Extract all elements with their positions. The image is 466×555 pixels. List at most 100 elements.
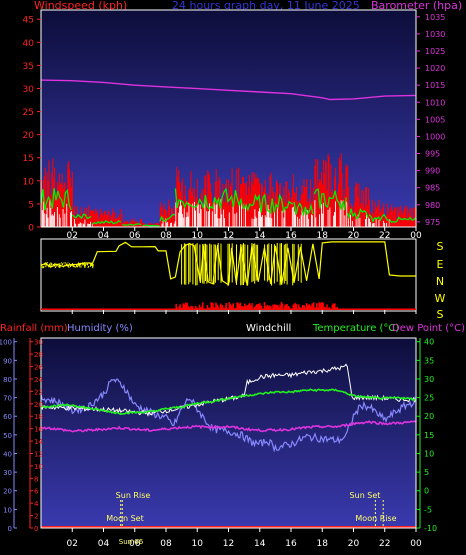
dir-red-burst [217, 306, 220, 310]
wind-gust-bar [68, 161, 70, 227]
wind-gust-bar [291, 197, 292, 227]
wind-gust-bar [109, 219, 111, 227]
wind-gust-bar [212, 202, 214, 227]
wind-gust-bar [196, 197, 197, 227]
dir-noise [90, 263, 93, 267]
dir-noise [89, 262, 92, 267]
wind-gust-bar [263, 187, 265, 227]
dir-red-burst [184, 302, 187, 310]
wind-x-tick-label: 12 [223, 231, 234, 241]
wind-calm-bar [271, 218, 273, 227]
dir-red-burst [311, 304, 313, 310]
wind-calm-bar [346, 201, 348, 227]
wind-gust-bar [234, 192, 236, 227]
wind-gust-bar [77, 216, 79, 227]
wind-gust-bar [358, 183, 360, 227]
wind-calm-bar [351, 220, 353, 227]
wind-gust-bar [238, 167, 240, 227]
wind-gust-bar [396, 207, 398, 227]
wind-x-tick-label: 04 [98, 231, 110, 241]
wind-calm-bar [344, 215, 346, 227]
wind-calm-bar [51, 215, 53, 227]
wind-gust-bar [58, 173, 60, 227]
wind-gust-bar [84, 207, 86, 227]
barometer-line [40, 79, 417, 101]
wind-calm-bar [84, 219, 86, 227]
dir-noise [69, 264, 72, 268]
wind-gust-bar [257, 177, 259, 227]
rain-y-tick-label: 22 [34, 388, 43, 396]
dir-red-burst [198, 304, 201, 310]
wind-average-line [142, 224, 160, 227]
wind-gust-bar [367, 187, 369, 227]
wind-calm-bar [181, 205, 182, 227]
wind-calm-bar [264, 215, 266, 227]
wind-gust-bar [377, 204, 379, 227]
temp-x-tick-label: 02 [67, 539, 78, 549]
wind-gust-bar [126, 221, 127, 227]
wind-gust-bar [189, 188, 191, 227]
wind-gust-bar [87, 214, 89, 227]
wind-gust-bar [394, 208, 396, 227]
wind-calm-bar [59, 217, 61, 227]
wind-gust-bar [316, 196, 318, 227]
wind-gust-bar [285, 182, 287, 227]
wind-gust-bar [292, 174, 294, 227]
baro-y-tick-label: 1030 [425, 30, 445, 39]
wind-calm-bar [256, 218, 258, 227]
dir-noise [92, 263, 94, 269]
dir-noise [53, 262, 56, 267]
wind-calm-bar [91, 223, 93, 227]
wind-gust-bar [308, 201, 310, 227]
wind-gust-bar [252, 184, 254, 227]
wind-x-tick-label: 18 [317, 231, 329, 241]
dir-noise [67, 265, 70, 269]
wind-x-tick-label: 14 [254, 231, 266, 241]
wind-gust-bar [146, 224, 148, 227]
wind-average-line [92, 220, 122, 225]
wind-gust-bar [83, 211, 85, 227]
wind-x-tick-label: 10 [192, 231, 204, 241]
wind-calm-bar [199, 204, 201, 227]
dir-noise [59, 265, 61, 268]
wind-gust-bar [138, 223, 140, 227]
wind-gust-bar [387, 208, 389, 227]
rain-y-tick-label: 14 [34, 438, 43, 446]
dir-red-burst [175, 304, 177, 310]
wind-gust-bar [126, 220, 128, 227]
dir-red-burst [318, 302, 320, 310]
rain-y-tick-label: 28 [34, 351, 43, 359]
wind-calm-bar [366, 214, 367, 227]
dir-noise [61, 263, 64, 266]
dir-noise [46, 262, 49, 264]
humidity-axis-label: Humidity (%) [67, 323, 133, 334]
wind-calm-bar [188, 202, 190, 227]
temperature-axis-label: Temperature (°C) [312, 323, 399, 334]
dir-red-burst [212, 303, 214, 310]
wind-gust-bar [269, 176, 271, 227]
wind-calm-bar [228, 212, 230, 227]
wind-gust-bar [73, 208, 75, 227]
wind-calm-bar [78, 223, 80, 227]
baro-y-tick-label: 1005 [425, 115, 445, 124]
wind-calm-bar [195, 210, 197, 227]
wind-gust-bar [412, 218, 414, 227]
dir-label-s-bottom: S [437, 308, 444, 321]
wind-calm-bar [255, 216, 257, 227]
wind-calm-bar [198, 213, 200, 227]
wind-gust-bar [235, 193, 237, 227]
wind-gust-bar [150, 222, 152, 227]
wind-gust-bar [365, 187, 367, 227]
wind-calm-bar [350, 214, 352, 227]
wind-gust-bar [222, 183, 224, 227]
wind-gust-bar [207, 170, 209, 227]
wind-gust-bar [241, 176, 243, 227]
wind-calm-bar [321, 204, 322, 227]
wind-gust-bar [107, 209, 109, 227]
wind-gust-bar [65, 192, 67, 227]
wind-calm-bar [386, 222, 387, 227]
dir-noise [81, 262, 84, 266]
dir-noise [76, 266, 79, 268]
dir-red-burst [303, 305, 306, 310]
